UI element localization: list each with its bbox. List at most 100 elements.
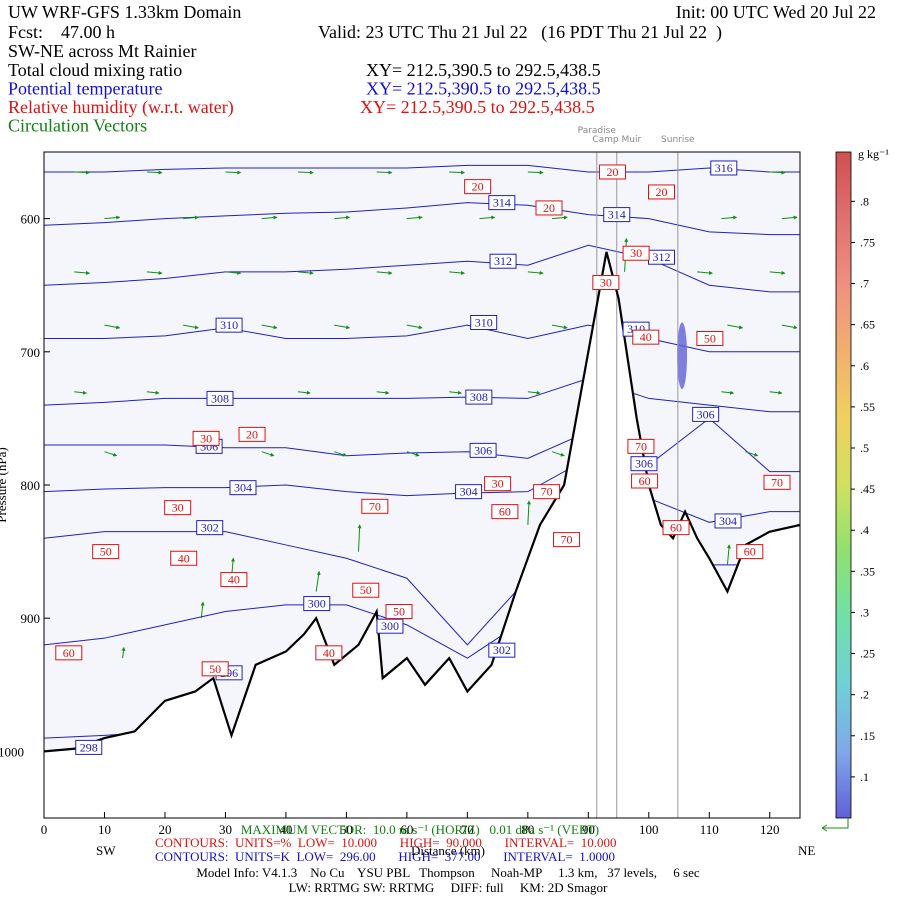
contour-label-box bbox=[662, 520, 690, 536]
colorbar-tick-label: .2 bbox=[860, 688, 869, 702]
circulation-vector bbox=[104, 324, 121, 330]
contour-label-box bbox=[303, 596, 331, 612]
contour-label-box bbox=[710, 160, 738, 176]
contour-label: 304 bbox=[460, 485, 478, 499]
contour-label-box bbox=[599, 164, 627, 180]
circulation-vector bbox=[526, 500, 531, 525]
contour-label-box bbox=[603, 207, 631, 223]
circulation-vector bbox=[406, 324, 423, 330]
rh-contour-info: CONTOURS: UNITS=% LOW= 10.000 HIGH= 90.0… bbox=[155, 835, 617, 850]
contour-label: 298 bbox=[80, 740, 98, 754]
contour-label-box bbox=[196, 520, 224, 536]
contour-label: 20 bbox=[543, 201, 555, 215]
contour-label: 312 bbox=[653, 250, 671, 264]
x-tick-label: 10 bbox=[98, 822, 111, 837]
circulation-vector bbox=[697, 270, 713, 275]
contour-label: 30 bbox=[600, 276, 612, 290]
field-name: Circulation Vectors bbox=[8, 116, 147, 136]
circulation-vector bbox=[406, 215, 423, 220]
physics-info: LW: RRTMG SW: RRTMG DIFF: full KM: 2D Sm… bbox=[289, 880, 608, 895]
contour-label: 30 bbox=[200, 431, 212, 445]
contour-label-box bbox=[696, 330, 724, 346]
y-tick-label: 800 bbox=[21, 478, 41, 493]
contour-label-box bbox=[229, 480, 257, 496]
colorbar-tick-label: .45 bbox=[860, 482, 875, 496]
contour-label-box bbox=[763, 474, 791, 490]
contour-label: 30 bbox=[492, 477, 504, 491]
contour-label-box bbox=[201, 661, 229, 677]
theta-contour bbox=[44, 324, 800, 353]
contour-label-box bbox=[533, 484, 561, 500]
circulation-vector bbox=[769, 170, 786, 175]
contour-label-box bbox=[92, 544, 120, 560]
contour-label: 70 bbox=[369, 499, 381, 513]
colorbar-tick-label: .55 bbox=[860, 400, 875, 414]
contour-label-box bbox=[164, 500, 192, 516]
contour-label-box bbox=[376, 618, 404, 634]
circulation-vector bbox=[376, 390, 390, 395]
contour-label: 70 bbox=[541, 485, 553, 499]
circulation-vector bbox=[183, 215, 199, 220]
colorbar-tick-label: .6 bbox=[860, 359, 869, 373]
circulation-vector bbox=[551, 451, 565, 457]
contour-label-box bbox=[464, 179, 492, 195]
contour-label: 20 bbox=[607, 165, 619, 179]
sw-label: SW bbox=[96, 843, 116, 858]
x-tick-label: 70 bbox=[461, 822, 474, 837]
contour-label-box bbox=[385, 604, 413, 620]
contour-label-box bbox=[315, 645, 343, 661]
colorbar-tick-label: .5 bbox=[860, 441, 869, 455]
contour-label-box bbox=[455, 484, 483, 500]
contour-label-box bbox=[75, 739, 103, 755]
x-tick-label: 0 bbox=[41, 822, 48, 837]
circulation-vector bbox=[449, 170, 466, 175]
circulation-vector bbox=[334, 324, 351, 330]
contour-label: 314 bbox=[608, 208, 626, 222]
field-xy: XY= 212.5,390.5 to 292.5,438.5 bbox=[366, 60, 601, 80]
x-tick-label: 20 bbox=[158, 822, 171, 837]
contour-label-box bbox=[491, 504, 519, 520]
colorbar bbox=[835, 151, 852, 819]
contour-label: 40 bbox=[228, 573, 240, 587]
contour-label-box bbox=[488, 195, 516, 211]
colorbar-tick-label: .3 bbox=[860, 605, 869, 619]
contour-label-box bbox=[736, 544, 764, 560]
x-tick-label: 60 bbox=[400, 822, 413, 837]
contour-label: 20 bbox=[656, 185, 668, 199]
y-tick-label: 600 bbox=[21, 212, 41, 227]
circulation-vector bbox=[527, 170, 544, 175]
contour-label-box bbox=[220, 572, 248, 588]
contour-label: 302 bbox=[201, 521, 219, 535]
x-tick-label: 100 bbox=[639, 822, 659, 837]
circulation-vector bbox=[527, 270, 544, 275]
circulation-vector bbox=[449, 390, 462, 395]
contour-label: 40 bbox=[178, 551, 190, 565]
contour-label: 310 bbox=[475, 315, 493, 329]
circulation-vector bbox=[261, 324, 278, 330]
x-tick-label: 110 bbox=[700, 822, 719, 837]
circulation-vector bbox=[726, 544, 731, 565]
circulation-vector bbox=[74, 390, 87, 395]
y-tick-label: 1000 bbox=[0, 744, 24, 759]
contour-label: 60 bbox=[499, 505, 511, 519]
circulation-vector bbox=[146, 170, 163, 175]
x-tick-label: 80 bbox=[521, 822, 534, 837]
contour-label-box bbox=[489, 253, 517, 269]
ne-label: NE bbox=[798, 843, 815, 858]
circulation-vector bbox=[769, 270, 786, 275]
circulation-vector bbox=[200, 601, 205, 619]
circulation-vector bbox=[297, 170, 314, 175]
contour-label-box bbox=[465, 389, 493, 405]
colorbar-tick-label: .65 bbox=[860, 318, 875, 332]
contour-label: 308 bbox=[470, 390, 488, 404]
colorbar-units: g kg⁻¹ bbox=[858, 147, 889, 161]
circulation-vector bbox=[261, 215, 278, 220]
contour-label: 306 bbox=[474, 443, 492, 457]
contour-label-box bbox=[648, 184, 676, 200]
contour-label-box bbox=[488, 642, 516, 658]
circulation-vector bbox=[146, 390, 160, 395]
contour-label: 310 bbox=[220, 318, 238, 332]
contour-label-box bbox=[470, 314, 498, 330]
